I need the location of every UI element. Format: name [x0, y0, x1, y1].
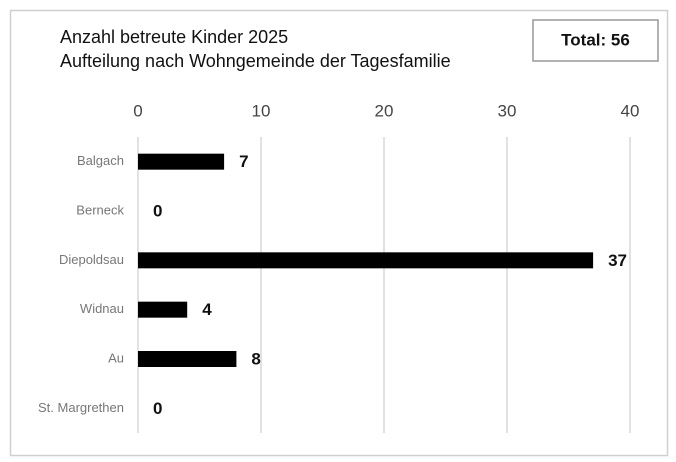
annotation-box	[532, 19, 659, 62]
chart-title: Anzahl betreute Kinder 2025	[60, 27, 288, 47]
x-tick-label: 20	[375, 101, 394, 120]
chart-subtitle: Aufteilung nach Wohngemeinde der Tagesfa…	[60, 51, 451, 71]
x-tick-label: 10	[252, 101, 271, 120]
value-label: 4	[202, 300, 212, 319]
value-label: 0	[153, 201, 162, 220]
value-label: 7	[239, 152, 248, 171]
bar	[138, 351, 237, 367]
y-tick-label: Widnau	[80, 301, 124, 316]
y-tick-label: Au	[108, 350, 124, 365]
y-tick-label: Diepoldsau	[59, 252, 124, 267]
x-tick-label: 0	[133, 101, 142, 120]
bar	[138, 153, 225, 170]
value-label: 37	[608, 251, 627, 270]
x-tick-label: 40	[621, 101, 640, 120]
annotation: Total: 56	[561, 30, 630, 49]
x-tick-label: 30	[498, 101, 517, 120]
y-tick-label: St. Margrethen	[38, 400, 124, 415]
value-label: 8	[251, 349, 260, 368]
y-tick-label: Balgach	[77, 153, 124, 168]
chart-frame	[9, 9, 669, 457]
bar	[138, 252, 594, 269]
bar	[138, 301, 188, 318]
y-tick-label: Berneck	[76, 202, 124, 217]
value-label: 0	[153, 399, 162, 418]
